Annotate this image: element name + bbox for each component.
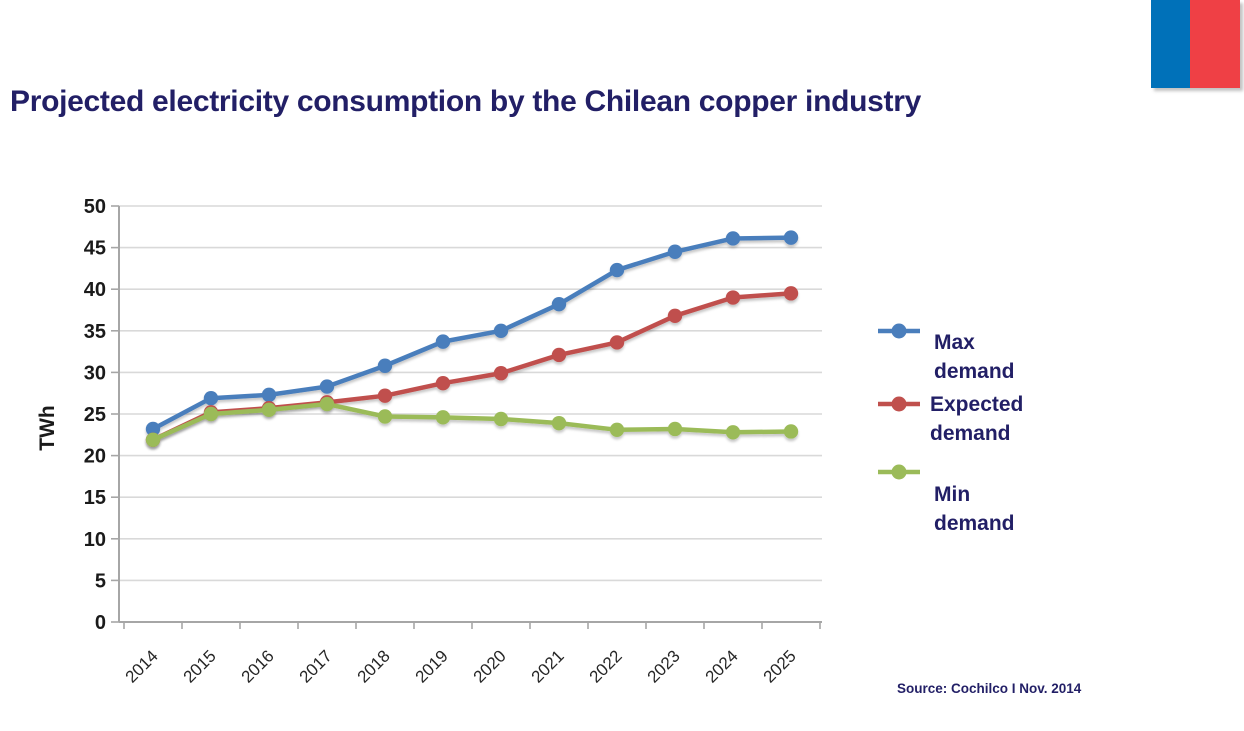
data-point-max-demand-2023 [667, 244, 683, 259]
data-point-expected-demand-2018 [377, 388, 393, 403]
x-tick-label: 2024 [702, 646, 742, 686]
y-tick-label: 0 [95, 612, 106, 634]
y-axis-title: TWh [36, 405, 59, 450]
data-point-min-demand-2018 [377, 409, 393, 424]
series-line-max-demand [150, 235, 794, 432]
data-point-max-demand-2020 [493, 323, 509, 338]
data-point-min-demand-2015 [203, 406, 219, 422]
chile-flag-logo [1151, 0, 1240, 88]
y-tick-label: 20 [84, 446, 106, 468]
data-point-max-demand-2022 [609, 262, 625, 278]
data-point-min-demand-2022 [609, 422, 625, 438]
y-tick-label: 25 [84, 404, 106, 426]
data-point-min-demand-2024 [725, 425, 741, 440]
data-point-max-demand-2017 [319, 379, 335, 394]
page-title: Projected electricity consumption by the… [10, 85, 921, 118]
y-tick-labels: 0 5 10 15 20 25 30 35 40 45 50 [84, 196, 106, 634]
flag-blue-bar [1151, 0, 1190, 88]
data-point-min-demand-2016 [261, 402, 277, 418]
data-point-expected-demand-2022 [609, 335, 625, 350]
data-point-max-demand-2015 [203, 390, 219, 406]
x-tick-label: 2014 [122, 646, 162, 686]
x-tick-label: 2019 [412, 646, 452, 686]
data-point-min-demand-2014 [145, 432, 161, 447]
x-tick-label: 2023 [644, 646, 684, 686]
data-point-min-demand-2019 [435, 410, 451, 425]
series-max-demand [145, 230, 799, 437]
data-point-max-demand-2019 [435, 334, 451, 349]
y-tick-label: 30 [84, 362, 106, 384]
data-point-max-demand-2016 [261, 387, 277, 403]
data-point-min-demand-2025 [783, 424, 799, 439]
x-tick-label: 2022 [586, 646, 626, 686]
axis-ticks [111, 205, 821, 629]
data-point-expected-demand-2019 [435, 376, 451, 391]
source-note: Source: Cochilco I Nov. 2014 [897, 681, 1082, 696]
data-point-min-demand-2020 [493, 411, 509, 427]
y-tick-label: 35 [84, 321, 106, 343]
gridlines [119, 205, 822, 582]
x-tick-label: 2020 [470, 646, 510, 686]
data-point-expected-demand-2021 [551, 347, 567, 363]
y-tick-label: 5 [95, 570, 106, 592]
y-tick-label: 50 [84, 196, 106, 218]
y-tick-label: 45 [84, 238, 106, 260]
data-point-max-demand-2021 [551, 296, 567, 312]
x-tick-label: 2021 [528, 646, 568, 686]
data-point-max-demand-2024 [725, 231, 741, 246]
y-tick-label: 10 [84, 529, 106, 551]
x-tick-label: 2017 [296, 646, 336, 686]
data-point-min-demand-2021 [551, 415, 567, 431]
data-point-max-demand-2018 [377, 358, 393, 373]
series-line-min-demand [150, 401, 794, 443]
data-point-expected-demand-2024 [725, 290, 741, 305]
data-point-min-demand-2017 [319, 396, 335, 412]
data-point-expected-demand-2020 [493, 366, 509, 381]
data-point-max-demand-2025 [783, 230, 799, 245]
y-tick-label: 15 [84, 487, 106, 509]
y-tick-label: 40 [84, 279, 106, 301]
x-tick-label: 2016 [238, 646, 278, 686]
data-point-max-demand-2014 [145, 421, 161, 437]
series-min-demand [145, 396, 799, 447]
data-point-min-demand-2023 [667, 421, 683, 437]
data-point-expected-demand-2023 [667, 308, 683, 324]
x-tick-labels: 2014 2015 2016 2017 2018 2019 2020 2021 2022 2023… [122, 646, 800, 686]
flag-red-bar [1190, 0, 1240, 88]
series-expected-demand [145, 286, 799, 447]
x-tick-label: 2025 [760, 646, 800, 686]
data-point-expected-demand-2025 [783, 286, 799, 301]
x-tick-label: 2018 [354, 646, 394, 686]
x-tick-label: 2015 [180, 646, 220, 686]
